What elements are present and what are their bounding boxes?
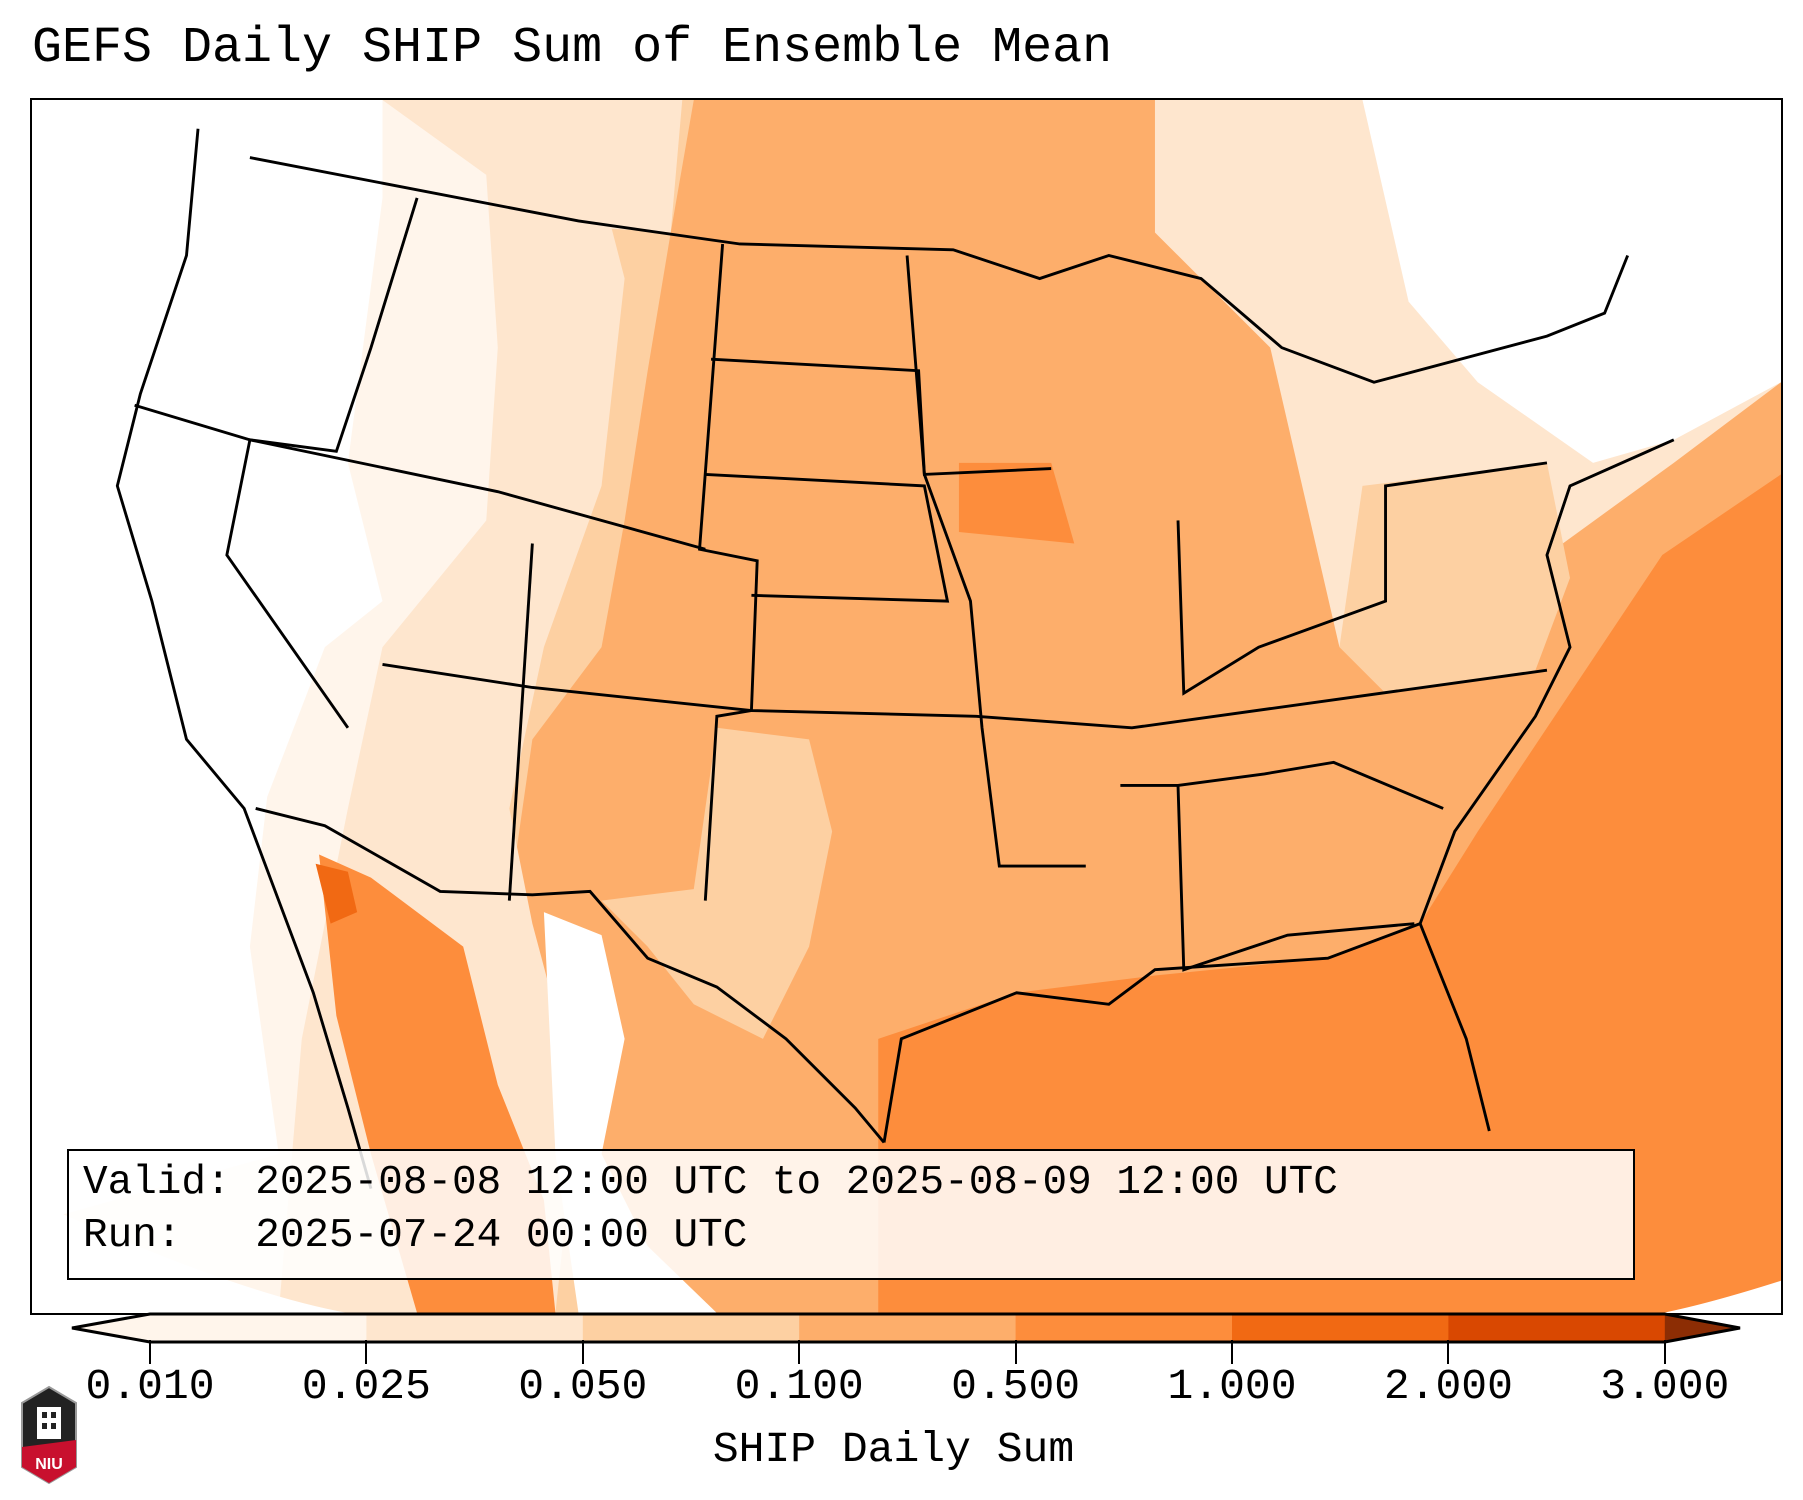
field-texas-light [601,727,833,1039]
colorbar-tick [1447,1340,1450,1364]
colorbar-label: SHIP Daily Sum [0,1425,1803,1474]
colorbar-segment [1232,1314,1449,1342]
boundaries [115,128,1675,1189]
chart-title: GEFS Daily SHIP Sum of Ensemble Mean [32,20,1113,77]
colorbar-tick [1663,1340,1666,1364]
field-white-northeast [1362,100,1781,463]
colorbar-extend-high [1664,1314,1740,1342]
map-panel [30,98,1783,1315]
colorbar-segment [1015,1314,1233,1342]
colorbar-tick-label: 0.025 [301,1362,431,1411]
us-mexico-border [255,807,886,1144]
field-canada-light [578,100,683,233]
field-light-midatlantic [1339,462,1571,694]
colorbar-tick [581,1340,584,1364]
colorbar-tick-label: 2.000 [1383,1362,1513,1411]
west-coast [115,128,373,1189]
colorbar-segment [1448,1314,1666,1342]
svg-text:NIU: NIU [35,1456,63,1473]
valid-run-info-box: Valid: 2025-08-08 12:00 UTC to 2025-08-0… [67,1149,1635,1280]
state-lines-5 [698,243,759,901]
colorbar-tick-label: 3.000 [1600,1362,1730,1411]
field-iowa-dark [958,462,1075,544]
state-lines-6 [905,255,1086,868]
colorbar-label-text: SHIP Daily Sum [712,1425,1075,1474]
field-gulf-atlantic [878,474,1781,1313]
colorbar-segment [582,1314,800,1342]
valid-time-text: Valid: 2025-08-08 12:00 UTC to 2025-08-0… [83,1160,1338,1206]
run-time-text: Run: 2025-07-24 00:00 UTC [83,1213,748,1259]
colorbar-segment [799,1314,1017,1342]
atlantic-coast [1418,438,1675,925]
colorbar-tick-label: 1.000 [1167,1362,1297,1411]
state-lines-1 [134,403,706,551]
colorbar-tick [1231,1340,1233,1364]
field-baja-max [315,863,358,924]
ship-map [32,100,1781,1313]
colorbar-tick [1014,1340,1017,1364]
colorbar-tick-label: 0.010 [85,1362,215,1411]
colorbar-tick [365,1340,368,1364]
state-lines-9 [225,197,419,729]
gulf-coast [882,921,1491,1143]
state-lines-4 [705,472,950,603]
colorbar-tick-label: 0.100 [734,1362,864,1411]
us-canada-border [249,156,1629,384]
colorbar-tick-label: 0.050 [518,1362,648,1411]
state-lines-10 [1120,760,1444,810]
colorbar-segment [150,1314,367,1342]
offglobe-bottom-left [32,1200,348,1313]
state-lines-7 [1176,461,1548,696]
colorbar-tick [149,1340,151,1364]
niu-logo: NIU [21,1385,77,1485]
state-lines-2 [382,663,1548,730]
colorbar [70,1312,1741,1344]
state-lines-11 [1176,785,1415,972]
colorbar-extend-low [70,1314,150,1342]
colorbar-tick [798,1340,801,1364]
colorbar-segment [366,1314,584,1342]
offglobe-bottom-right [1662,1280,1781,1313]
state-lines-8 [507,543,534,901]
field-white-pacific [32,100,383,1224]
colorbar-tick-label: 0.500 [951,1362,1081,1411]
